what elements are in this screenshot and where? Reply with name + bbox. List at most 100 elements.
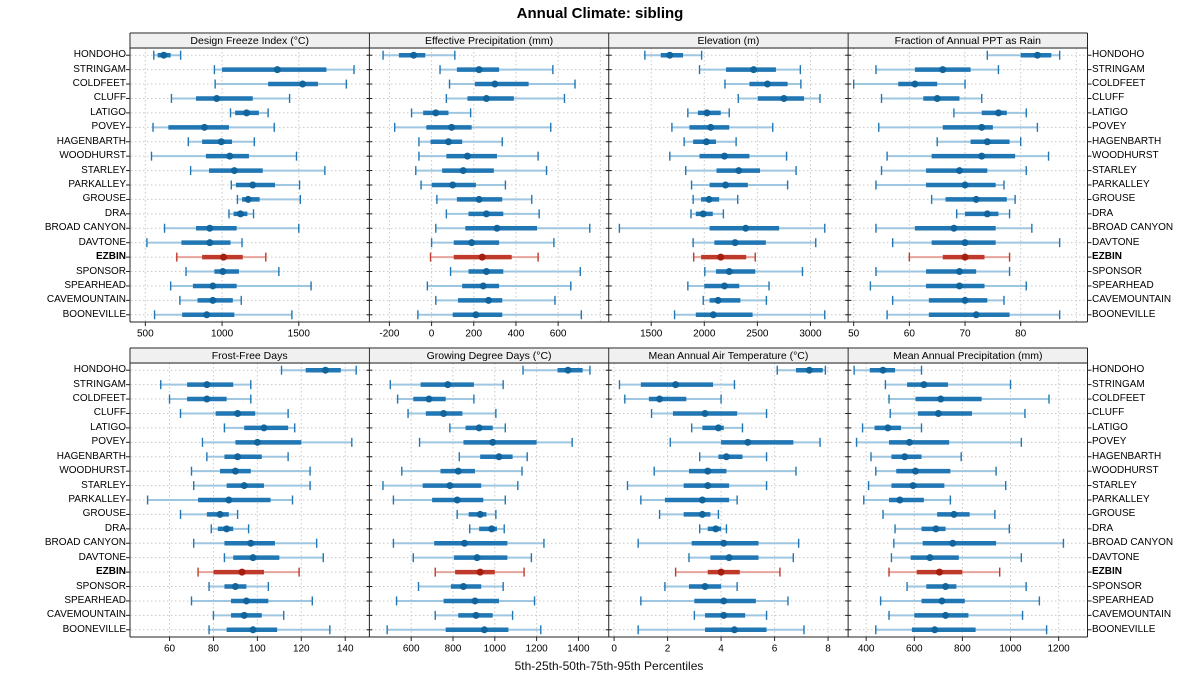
site-label-right: GROUSE [1092,193,1136,205]
site-label-left: BOONEVILLE [62,623,126,635]
median-dot [230,167,238,175]
site-label-right: BROAD CANYON [1092,222,1174,234]
median-dot [488,525,496,533]
median-dot [712,525,720,533]
median-dot [978,152,986,160]
site-label-left: SPONSOR [75,580,126,592]
median-dot [209,282,217,290]
median-dot [463,152,471,160]
median-dot [226,152,234,160]
median-dot [972,195,980,203]
site-label-right: HONDOHO [1092,364,1145,376]
median-dot [703,109,711,117]
panel-header-design-freeze-index: Design Freeze Index (°C) [131,33,369,49]
median-dot [939,66,947,74]
median-dot [495,453,503,461]
x-tick-label: 70 [959,329,971,340]
x-tick-label: 1000 [484,644,507,655]
site-label-left: PARKALLEY [68,494,126,505]
site-label-left: HAGENBARTH [56,450,126,462]
x-tick-label: 1200 [1048,644,1071,655]
x-tick-label: -200 [379,329,399,340]
median-dot [460,539,468,547]
x-tick-label: 2 [665,644,671,655]
panel-rows-2 [618,50,826,320]
median-dot [707,123,715,131]
median-dot [160,51,168,59]
site-label-left: HONDOHO [73,364,126,376]
median-dot [240,482,248,490]
median-dot [701,409,709,417]
median-dot [491,80,499,88]
site-label-left: COLDFEET [72,78,126,90]
site-label-left: EZBIN [96,251,126,263]
median-dot [482,268,490,276]
median-dot [934,409,942,417]
site-label-right: STARLEY [1092,164,1137,176]
x-tick-label: 1200 [525,644,548,655]
site-label-left: BOONEVILLE [62,308,126,320]
median-dot [476,510,484,518]
site-label-right: SPEARHEAD [1092,279,1154,291]
median-dot [485,296,493,304]
site-label-right: CAVEMOUNTAIN [1092,294,1172,306]
median-dot [722,453,730,461]
x-tick-label: 50 [848,329,860,340]
median-dot [446,482,454,490]
x-tick-label: 800 [954,644,971,655]
median-dot [735,167,743,175]
median-dot [236,210,244,218]
median-dot [449,181,457,189]
median-dot [911,80,919,88]
median-dot [475,66,483,74]
site-label-left: CLUFF [93,407,126,419]
median-dot [731,239,739,247]
median-dot [1033,51,1041,59]
site-label-left: STRINGAM [73,378,126,390]
x-tick-label: 1000 [999,644,1022,655]
median-dot [720,152,728,160]
median-dot [223,525,231,533]
median-dot [942,583,950,591]
median-dot [961,253,969,261]
median-dot [482,94,490,102]
median-dot [444,381,452,389]
site-label-left: SPEARHEAD [64,279,126,291]
median-dot [704,467,712,475]
median-dot [725,554,733,562]
site-label-right: CLUFF [1092,407,1125,419]
site-label-right: DRA [1092,207,1114,219]
median-dot [482,210,490,218]
x-tick-label: 2500 [746,329,769,340]
x-tick-label: 8 [825,644,831,655]
median-dot [234,453,242,461]
site-label-left: PARKALLEY [68,179,126,190]
x-tick-label: 2000 [693,329,716,340]
median-dot [780,94,788,102]
median-dot [933,94,941,102]
median-dot [896,496,904,504]
median-dot [942,611,950,619]
median-dot [911,467,919,475]
median-dot [709,311,717,319]
site-label-right: LATIGO [1092,421,1128,433]
site-label-left: DRA [104,522,126,534]
x-tick-label: 1500 [640,329,663,340]
median-dot [231,583,239,591]
median-dot [937,395,945,403]
site-label-right: LATIGO [1092,106,1128,118]
median-dot [702,138,710,146]
median-dot [493,224,501,232]
median-dot [805,366,813,374]
site-label-right: STARLEY [1092,479,1137,491]
median-dot [666,51,674,59]
site-label-right: BOONEVILLE [1092,623,1156,635]
site-label-right: STRINGAM [1092,63,1145,75]
median-dot [932,525,940,533]
site-label-left: COLDFEET [72,393,126,405]
median-dot [909,482,917,490]
site-label-right: HAGENBARTH [1092,135,1162,147]
percentiles-caption: 5th-25th-50th-75th-95th Percentiles [514,659,704,673]
median-dot [720,539,728,547]
median-dot [225,496,233,504]
